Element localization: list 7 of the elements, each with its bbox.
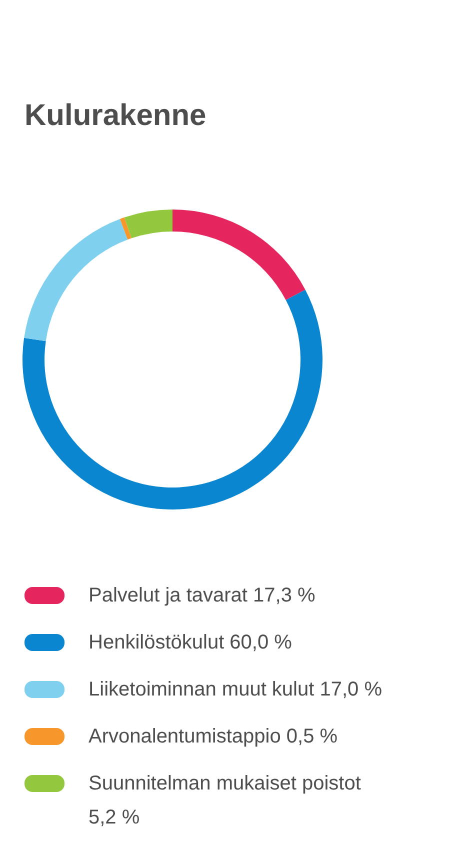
legend-label: Henkilöstökulut 60,0 % (88, 632, 292, 654)
data-label: 5,2 % (88, 806, 140, 828)
legend-label: Arvonalentumistappio 0,5 % (88, 726, 338, 748)
chart-title: Kulurakenne (24, 99, 206, 132)
legend-label: Palvelut ja tavarat 17,3 % (88, 584, 316, 606)
legend-label: Suunnitelman mukaiset poistot (88, 772, 362, 794)
legend-label: Liiketoiminnan muut kulut 17,0 % (88, 678, 382, 700)
